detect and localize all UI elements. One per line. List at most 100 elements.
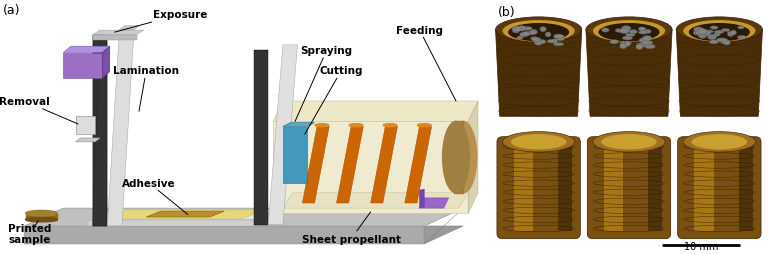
Ellipse shape	[502, 21, 574, 43]
Ellipse shape	[523, 32, 534, 36]
Polygon shape	[677, 30, 763, 117]
Ellipse shape	[644, 30, 651, 34]
Ellipse shape	[710, 27, 718, 30]
Ellipse shape	[704, 32, 710, 37]
Polygon shape	[303, 127, 329, 203]
Ellipse shape	[315, 124, 329, 127]
Text: Sheet propellant: Sheet propellant	[302, 212, 401, 244]
Polygon shape	[25, 226, 463, 244]
Ellipse shape	[610, 40, 618, 45]
Ellipse shape	[495, 18, 581, 43]
Ellipse shape	[601, 135, 657, 150]
Ellipse shape	[684, 21, 756, 43]
Text: Removal: Removal	[0, 97, 78, 124]
Ellipse shape	[615, 29, 623, 33]
Ellipse shape	[723, 41, 730, 46]
Ellipse shape	[25, 211, 58, 216]
Ellipse shape	[698, 34, 707, 39]
Ellipse shape	[545, 33, 551, 38]
Ellipse shape	[531, 37, 538, 41]
Ellipse shape	[621, 42, 626, 47]
Ellipse shape	[517, 26, 526, 32]
Polygon shape	[25, 226, 424, 244]
Polygon shape	[102, 47, 110, 79]
Polygon shape	[120, 27, 139, 30]
Ellipse shape	[625, 42, 631, 46]
Ellipse shape	[713, 33, 720, 37]
Ellipse shape	[644, 45, 655, 50]
Text: Lamination: Lamination	[114, 66, 179, 112]
Ellipse shape	[694, 28, 703, 33]
Ellipse shape	[638, 31, 647, 35]
Polygon shape	[424, 208, 463, 244]
Ellipse shape	[691, 135, 747, 150]
Ellipse shape	[694, 31, 702, 36]
Ellipse shape	[349, 124, 362, 127]
Polygon shape	[75, 117, 95, 135]
FancyBboxPatch shape	[588, 137, 670, 239]
Bar	[26, 213, 57, 220]
Ellipse shape	[630, 30, 637, 35]
Polygon shape	[93, 36, 100, 226]
Text: Printed
sample: Printed sample	[8, 223, 51, 244]
Polygon shape	[25, 208, 463, 226]
Ellipse shape	[502, 132, 574, 152]
Polygon shape	[75, 138, 100, 142]
Ellipse shape	[593, 132, 665, 152]
Ellipse shape	[557, 37, 564, 42]
Ellipse shape	[512, 30, 519, 34]
Ellipse shape	[522, 33, 529, 36]
Polygon shape	[405, 127, 432, 203]
Polygon shape	[93, 31, 144, 36]
Ellipse shape	[517, 37, 523, 41]
Polygon shape	[419, 198, 449, 208]
Ellipse shape	[522, 27, 532, 31]
Ellipse shape	[521, 33, 530, 37]
Ellipse shape	[520, 33, 528, 38]
Polygon shape	[93, 36, 137, 41]
Text: Exposure: Exposure	[114, 10, 207, 33]
Ellipse shape	[621, 27, 631, 32]
Ellipse shape	[598, 24, 660, 42]
Ellipse shape	[620, 44, 627, 50]
Ellipse shape	[737, 36, 746, 40]
Ellipse shape	[677, 18, 763, 43]
Ellipse shape	[535, 41, 542, 46]
Ellipse shape	[717, 39, 727, 43]
Ellipse shape	[639, 28, 646, 33]
Polygon shape	[268, 46, 297, 225]
Ellipse shape	[450, 122, 477, 193]
Polygon shape	[371, 127, 398, 203]
Polygon shape	[146, 211, 224, 217]
Polygon shape	[336, 127, 363, 203]
Ellipse shape	[695, 31, 703, 35]
Text: 10 mm: 10 mm	[684, 242, 718, 251]
Ellipse shape	[532, 38, 541, 43]
Ellipse shape	[636, 44, 646, 48]
Polygon shape	[93, 36, 108, 226]
Ellipse shape	[710, 41, 719, 45]
Polygon shape	[273, 102, 478, 122]
Polygon shape	[648, 145, 662, 231]
Polygon shape	[694, 145, 713, 231]
Polygon shape	[273, 122, 468, 213]
Ellipse shape	[530, 30, 538, 36]
Ellipse shape	[704, 31, 713, 34]
Polygon shape	[495, 30, 581, 117]
Ellipse shape	[25, 217, 58, 222]
Text: Adhesive: Adhesive	[122, 178, 187, 215]
Polygon shape	[604, 145, 624, 231]
Polygon shape	[283, 127, 307, 183]
Ellipse shape	[643, 36, 652, 42]
Polygon shape	[93, 36, 108, 226]
Polygon shape	[253, 51, 268, 225]
Ellipse shape	[511, 135, 567, 150]
Ellipse shape	[638, 28, 646, 31]
Ellipse shape	[698, 29, 707, 35]
Ellipse shape	[721, 29, 730, 33]
Ellipse shape	[697, 31, 705, 35]
Ellipse shape	[442, 122, 469, 193]
FancyBboxPatch shape	[677, 137, 761, 239]
Ellipse shape	[714, 31, 724, 34]
Ellipse shape	[586, 18, 672, 43]
